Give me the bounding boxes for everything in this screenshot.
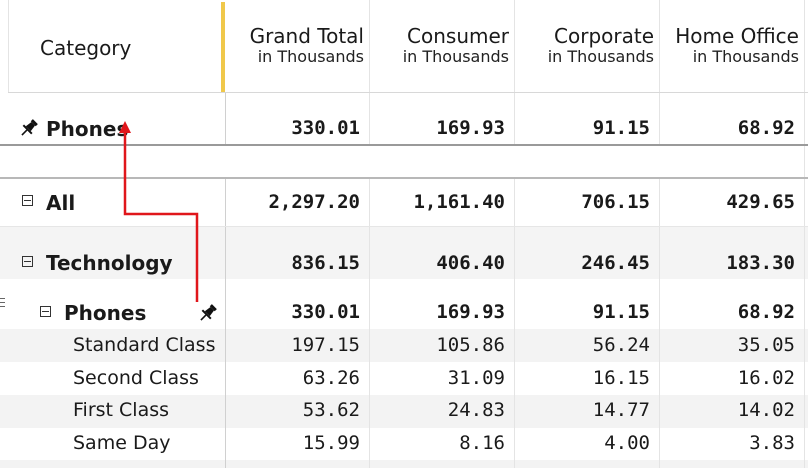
table-cell: 105.86 [436,334,505,356]
table-cell: 197.15 [291,334,360,356]
column-subtitle: in Thousands [257,47,364,66]
all-cell-corporate: 706.15 [581,191,650,213]
table-cell: 35.05 [737,334,795,356]
stripe-next [0,460,808,468]
row-label-same-day[interactable]: Same Day [73,432,171,454]
column-title: Home Office [675,24,799,48]
column-subtitle: in Thousands [402,47,509,66]
row-label-standard-class[interactable]: Standard Class [73,334,216,356]
table-cell: 4.00 [604,432,650,454]
technology-cell-consumer: 406.40 [436,252,505,274]
phones-cell-home-office: 68.92 [737,301,795,323]
pinned-row-label[interactable]: Phones [46,117,129,141]
table-cell: 14.02 [737,399,795,421]
column-header-corporate[interactable]: Corporate in Thousands [515,25,654,67]
pin-icon[interactable] [18,117,40,139]
row-label-all[interactable]: All [46,191,76,215]
all-cell-home-office: 429.65 [726,191,795,213]
drag-handle-icon[interactable] [0,296,6,310]
all-cell-consumer: 1,161.40 [413,191,505,213]
phones-cell-grand-total: 330.01 [291,301,360,323]
column-subtitle: in Thousands [547,47,654,66]
column-title: Consumer [407,24,509,48]
stripe-first [0,395,808,428]
table-cell: 14.77 [592,399,650,421]
technology-cell-corporate: 246.45 [581,252,650,274]
pin-icon[interactable] [197,302,219,324]
column-header-grand-total[interactable]: Grand Total in Thousands [226,25,364,67]
technology-cell-grand-total: 836.15 [291,252,360,274]
phones-cell-corporate: 91.15 [592,301,650,323]
column-title: Grand Total [249,24,364,48]
table-cell: 31.09 [447,367,505,389]
collapse-icon[interactable] [40,306,51,317]
all-cell-grand-total: 2,297.20 [268,191,360,213]
row-label-phones[interactable]: Phones [64,301,147,325]
table-cell: 8.16 [459,432,505,454]
table-cell: 16.02 [737,367,795,389]
column-header-consumer[interactable]: Consumer in Thousands [370,25,509,67]
technology-cell-home-office: 183.30 [726,252,795,274]
column-subtitle: in Thousands [692,47,799,66]
collapse-icon[interactable] [22,195,33,206]
collapse-icon[interactable] [22,256,33,267]
column-resize-accent[interactable] [221,2,225,92]
category-header[interactable]: Category [40,36,132,60]
row-label-second-class[interactable]: Second Class [73,367,199,389]
table-cell: 3.83 [749,432,795,454]
row-label-first-class[interactable]: First Class [73,399,170,421]
table-cell: 63.26 [302,367,360,389]
row-label-technology[interactable]: Technology [46,251,173,275]
table-cell: 56.24 [592,334,650,356]
column-title: Corporate [554,24,654,48]
phones-cell-consumer: 169.93 [436,301,505,323]
table-cell: 15.99 [302,432,360,454]
pinned-cell-corporate: 91.15 [592,117,650,139]
table-cell: 24.83 [447,399,505,421]
table-cell: 53.62 [302,399,360,421]
technology-row-bg [0,227,808,279]
pinned-cell-consumer: 169.93 [436,117,505,139]
column-header-home-office[interactable]: Home Office in Thousands [660,25,799,67]
stripe-standard [0,329,808,362]
table-cell: 16.15 [592,367,650,389]
pinned-cell-home-office: 68.92 [737,117,795,139]
pinned-cell-grand-total: 330.01 [291,117,360,139]
